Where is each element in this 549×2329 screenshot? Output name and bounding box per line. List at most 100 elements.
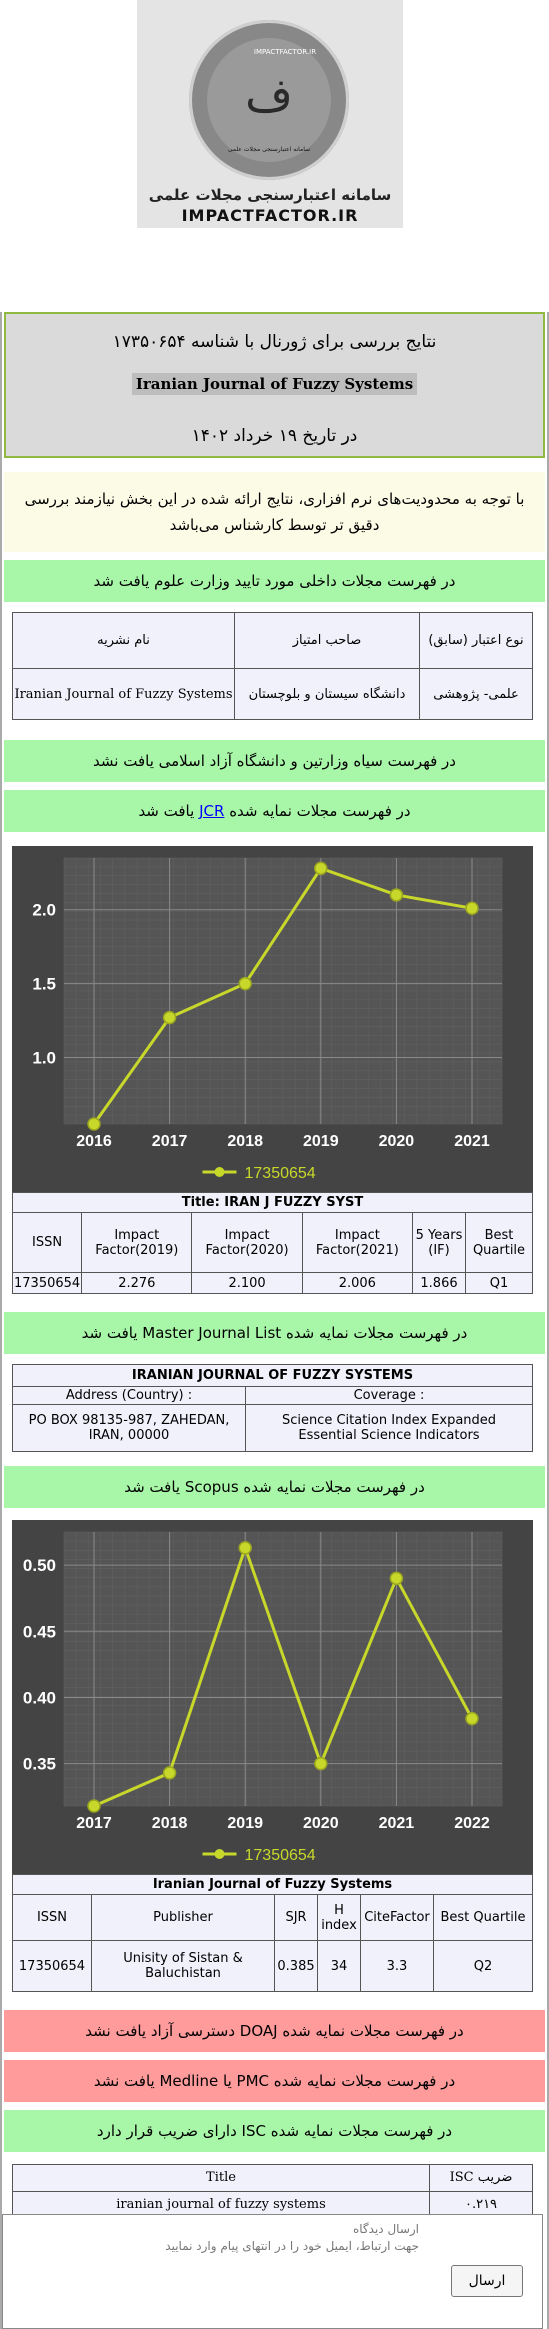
scopus-col-publisher: Publisher (91, 1894, 275, 1941)
data-point (238, 1541, 252, 1555)
site-logo[interactable]: IMPACTFACTOR.IR ف سامانه اعتبارسنجی مجلا… (137, 0, 403, 228)
y-tick-label: 0.45 (23, 1622, 56, 1641)
scopus-quartile: Q2 (433, 1940, 533, 1992)
legend-marker (214, 1167, 225, 1177)
scopus-col-sjr: SJR (274, 1894, 318, 1941)
x-tick-label: 2020 (303, 1815, 339, 1832)
scopus-col-h: H index (317, 1894, 361, 1941)
isc-col-title: Title (12, 2164, 430, 2192)
x-tick-label: 2018 (152, 1815, 188, 1832)
data-point (314, 861, 328, 876)
y-tick-label: 0.35 (23, 1755, 56, 1774)
y-tick-label: 1.5 (32, 975, 56, 994)
jcr-chart: 1.0 1.5 2.0 2016 2017 2018 2019 2020 2021 1735065… (12, 846, 533, 1192)
mjl-banner: در فهرست مجلات نمایه شده Master Journal … (4, 1310, 545, 1356)
ministry-owner: دانشگاه سیستان و بلوچستان (234, 668, 420, 720)
jcr-if2019: 2.276 (81, 1272, 193, 1294)
logo-glyph: ف (245, 68, 293, 122)
feedback-placeholder: ارسال دیدگاه جهت ارتباط، ایمیل خود را در… (119, 2221, 419, 2255)
x-tick-label: 2016 (76, 1133, 112, 1150)
mjl-coverage-value: Science Citation Index Expanded Essentia… (245, 1404, 533, 1452)
jcr-col-if2019: Impact Factor(2019) (81, 1212, 193, 1273)
data-point (87, 1799, 101, 1813)
scopus-citefactor: 3.3 (360, 1940, 434, 1992)
data-point (314, 1756, 328, 1771)
mjl-coverage-1: Science Citation Index Expanded (281, 1413, 497, 1428)
y-tick-label: 2.0 (32, 901, 56, 920)
scopus-title: Iranian Journal of Fuzzy Systems (12, 1874, 533, 1895)
ministry-col-name: نام نشریه (12, 612, 235, 669)
jcr-table: Title: IRAN J FUZZY SYST ISSN Impact Fac… (11, 1192, 533, 1294)
send-button[interactable]: ارسال (451, 2265, 523, 2297)
logo-domain: IMPACTFACTOR.IR (181, 206, 359, 225)
ministry-type: علمی- پژوهشی (419, 668, 533, 720)
legend-label: 17350654 (245, 1165, 316, 1182)
mjl-title: IRANIAN JOURNAL OF FUZZY SYSTEMS (12, 1364, 533, 1387)
jcr-col-5y: 5 Years (IF) (412, 1212, 466, 1273)
scopus-h: 34 (317, 1940, 361, 1992)
mjl-address-value: PO BOX 98135-987, ZAHEDAN, IRAN, 00000 (12, 1404, 246, 1452)
series-line (93, 1543, 474, 1808)
x-tick-label: 2017 (76, 1815, 112, 1832)
jcr-if2021: 2.006 (301, 1272, 414, 1294)
ministry-name: Iranian Journal of Fuzzy Systems (12, 668, 235, 720)
series-line (92, 866, 473, 1125)
y-tick-label: 0.50 (23, 1556, 56, 1575)
jcr-if2020: 2.100 (191, 1272, 303, 1294)
jcr-link[interactable]: JCR (199, 802, 225, 820)
mjl-coverage-label: Coverage : (245, 1386, 533, 1405)
mjl-address-label: Address (Country) : (12, 1386, 246, 1405)
y-tick-label: 0.40 (23, 1688, 56, 1707)
data-point (389, 888, 404, 902)
results-header: نتایج بررسی برای ژورنال با شناسه ۱۷۳۵۰۶۵… (4, 312, 545, 458)
data-point (465, 1711, 479, 1726)
feedback-textarea[interactable]: ارسال دیدگاه جهت ارتباط، ایمیل خود را در… (2, 2214, 543, 2329)
jcr-banner: در فهرست مجلات نمایه شده JCR یافت شد (4, 788, 545, 834)
x-tick-label: 2017 (152, 1133, 188, 1150)
mjl-table: IRANIAN JOURNAL OF FUZZY SYSTEMS Address… (12, 1364, 533, 1452)
legend-marker (214, 1849, 225, 1859)
data-point (87, 1117, 101, 1131)
results-date: در تاریخ ۱۹ خرداد ۱۴۰۲ (191, 426, 358, 446)
data-point (389, 1571, 404, 1586)
isc-col-factor: ضریب ISC (429, 2164, 533, 2192)
x-tick-label: 2021 (379, 1815, 415, 1832)
pmc-banner: در فهرست مجلات نمایه شده PMC یا Medline … (4, 2058, 545, 2104)
scopus-col-citefactor: CiteFactor (360, 1894, 434, 1941)
logo-sub-text: سامانه اعتبارسنجی مجلات علمی (227, 146, 311, 153)
jcr-table-title: Title: IRAN J FUZZY SYST (12, 1192, 533, 1213)
data-point (465, 901, 479, 915)
isc-banner: در فهرست مجلات نمایه شده ISC دارای ضریب … (4, 2108, 545, 2154)
logo-title: سامانه اعتبارسنجی مجلات علمی (148, 186, 392, 204)
results-title: نتایج بررسی برای ژورنال با شناسه ۱۷۳۵۰۶۵… (112, 332, 437, 352)
journal-name: Iranian Journal of Fuzzy Systems (131, 373, 418, 395)
jcr-banner-after: یافت شد (138, 802, 195, 820)
data-point (162, 1766, 177, 1780)
x-tick-label: 2018 (227, 1133, 263, 1150)
jcr-issn: 17350654 (11, 1272, 83, 1294)
legend-label: 17350654 (245, 1847, 316, 1864)
x-tick-label: 2019 (303, 1133, 339, 1150)
data-point (162, 1010, 177, 1025)
scopus-issn: 17350654 (12, 1940, 92, 1992)
isc-title: iranian journal of fuzzy systems (12, 2190, 430, 2218)
logo-emblem: IMPACTFACTOR.IR ف سامانه اعتبارسنجی مجلا… (189, 20, 349, 180)
scopus-col-issn: ISSN (12, 1894, 92, 1941)
x-tick-label: 2020 (379, 1133, 415, 1150)
results-panel: نتایج بررسی برای ژورنال با شناسه ۱۷۳۵۰۶۵… (0, 312, 549, 2329)
jcr-chart-svg: 1.0 1.5 2.0 2016 2017 2018 2019 2020 2021 1735065… (12, 846, 533, 1192)
doaj-banner: در فهرست مجلات نمایه شده DOAJ دسترسی آزا… (4, 2008, 545, 2054)
feedback-placeholder-2: جهت ارتباط، ایمیل خود را در انتهای پیام … (165, 2239, 419, 2253)
data-point (238, 976, 252, 991)
jcr-col-quartile: Best Quartile (465, 1212, 533, 1273)
ministry-table: نوع اعتبار (سابق) صاحب امتیاز نام نشریه … (12, 612, 533, 720)
y-tick-label: 1.0 (32, 1049, 56, 1068)
ministry-col-owner: صاحب امتیاز (234, 612, 420, 669)
x-tick-label: 2021 (454, 1133, 490, 1150)
scopus-sjr: 0.385 (274, 1940, 318, 1992)
scopus-table: Iranian Journal of Fuzzy Systems ISSN Pu… (12, 1874, 533, 1992)
jcr-col-if2021: Impact Factor(2021) (301, 1212, 414, 1273)
scopus-publisher: Unisity of Sistan & Baluchistan (91, 1940, 275, 1992)
notice: با توجه به محدودیت‌های نرم افزاری، نتایج… (4, 472, 545, 552)
scopus-chart: 0.35 0.40 0.45 0.50 2017 2018 2019 2020 2021 2022… (12, 1520, 533, 1874)
